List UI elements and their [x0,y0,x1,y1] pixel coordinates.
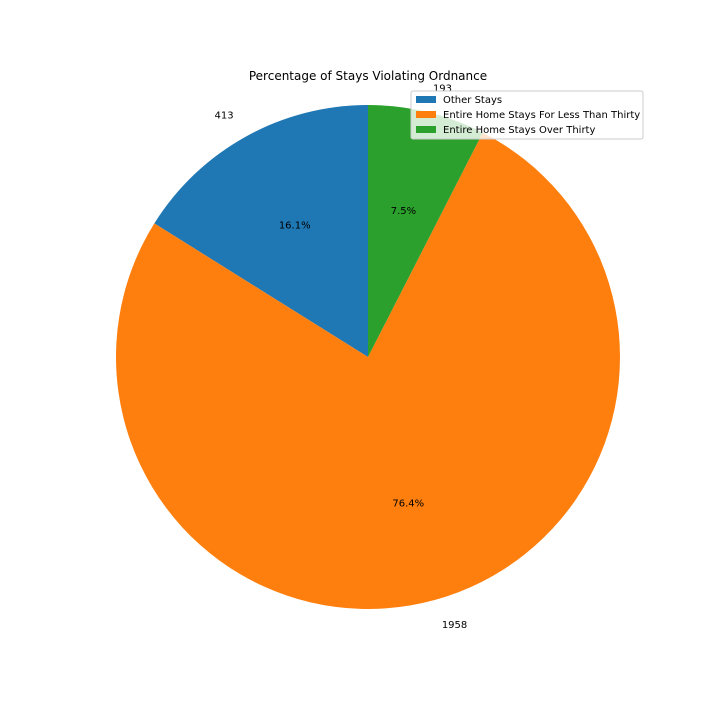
legend-entry: Entire Home Stays For Less Than Thirty [443,110,640,121]
pie-slices [116,105,621,610]
slice-value-label: 1958 [442,620,467,631]
pie-labels: 413 16.1% 1958 76.4% 193 7.5% [215,84,468,632]
legend-swatch [416,96,436,103]
legend-swatch [416,126,436,133]
slice-percent-label: 7.5% [391,206,416,217]
slice-percent-label: 16.1% [279,221,311,232]
chart-title: Percentage of Stays Violating Ordnance [249,69,487,83]
legend-box [410,90,644,140]
legend-swatch [416,111,436,118]
legend-entry: Entire Home Stays Over Thirty [443,125,595,136]
pie-slice [368,105,483,357]
legend-entry: Other Stays [443,95,502,106]
legend: Other Stays Entire Home Stays For Less Th… [410,90,644,140]
slice-value-label: 413 [215,111,234,122]
pie-slice [116,132,621,610]
slice-value-label: 193 [433,84,452,95]
pie-slice [154,105,368,357]
slice-percent-label: 76.4% [392,499,424,510]
